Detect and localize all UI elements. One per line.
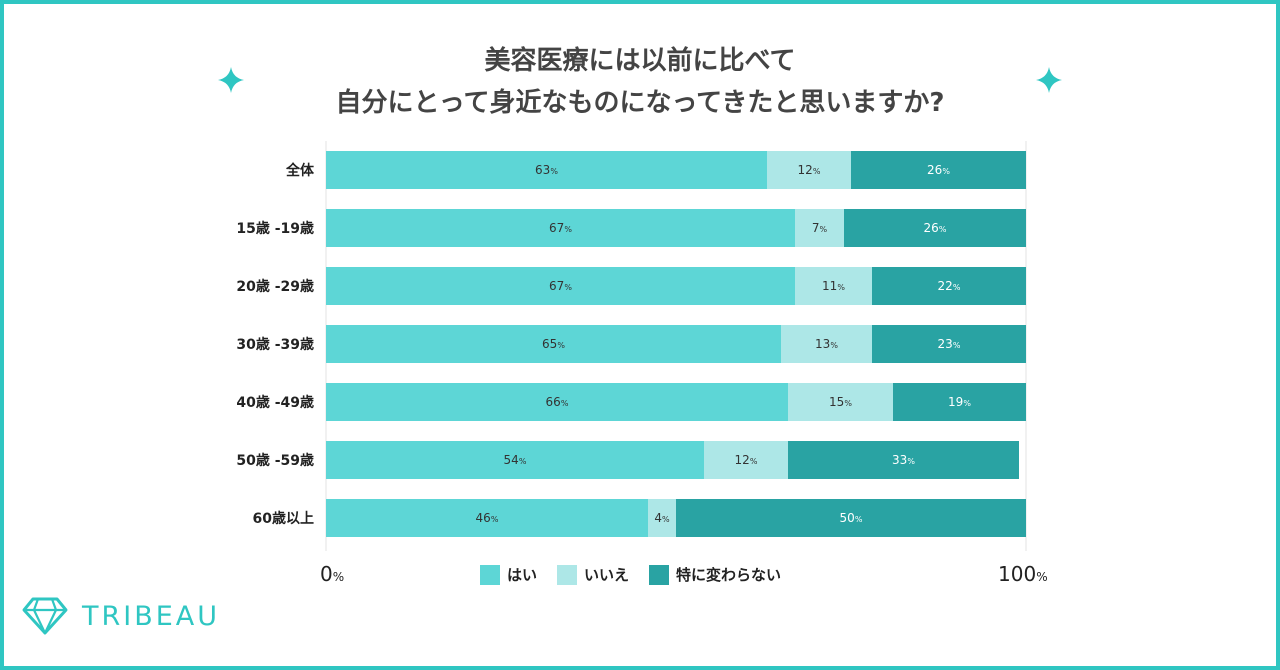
data-label: 67%	[549, 279, 572, 293]
chart-title: 美容医療には以前に比べて 自分にとって身近なものになってきたと思いますか?	[0, 40, 1280, 124]
data-label: 66%	[546, 395, 569, 409]
data-label: 54%	[504, 453, 527, 467]
data-label: 67%	[549, 221, 572, 235]
bar-segment	[326, 267, 795, 305]
brand-logo: TRIBEAU	[22, 596, 220, 636]
axis-tick-max: 100%	[998, 562, 1048, 586]
data-label: 4%	[654, 511, 670, 525]
bar-segment	[788, 383, 893, 421]
sparkle-left-icon	[218, 67, 244, 93]
data-label: 46%	[476, 511, 499, 525]
bar-segment	[704, 441, 788, 479]
category-label: 全体	[285, 162, 315, 179]
legend-item-neutral: 特に変わらない	[649, 564, 781, 585]
bar-segment	[676, 499, 1026, 537]
legend-swatch-no	[557, 564, 578, 585]
data-label: 23%	[938, 337, 961, 351]
data-label: 11%	[822, 279, 845, 293]
category-label: 40歳 -49歳	[236, 394, 314, 411]
bar-segment	[872, 325, 1026, 363]
bar-segment	[851, 151, 1026, 189]
axis-tick-min: 0%	[320, 562, 344, 586]
data-label: 65%	[542, 337, 565, 351]
category-label: 20歳 -29歳	[236, 278, 314, 295]
bar-segment	[326, 151, 767, 189]
bar-segment	[648, 499, 676, 537]
bar-segment	[788, 441, 1019, 479]
data-label: 15%	[829, 395, 852, 409]
bar-segment	[326, 325, 781, 363]
data-label: 26%	[924, 221, 947, 235]
bar-segment	[767, 151, 851, 189]
legend-swatch-yes	[480, 564, 500, 585]
data-label: 7%	[812, 221, 828, 235]
data-label: 26%	[927, 163, 950, 177]
legend-item-yes: はい	[480, 564, 537, 585]
bar-segment	[326, 209, 795, 247]
bar-segment	[326, 383, 788, 421]
legend-item-no: いいえ	[557, 564, 629, 585]
bar-segment	[872, 267, 1026, 305]
data-label: 22%	[938, 279, 961, 293]
bar-segment	[781, 325, 872, 363]
data-label: 13%	[815, 337, 838, 351]
data-label: 63%	[535, 163, 558, 177]
data-label: 12%	[798, 163, 821, 177]
legend-label-no: いいえ	[584, 566, 630, 584]
data-label: 12%	[735, 453, 758, 467]
chart-title-line-1: 美容医療には以前に比べて	[484, 46, 796, 76]
category-label: 30歳 -39歳	[236, 336, 314, 353]
legend: はい いいえ 特に変わらない	[480, 564, 801, 585]
legend-label-yes: はい	[507, 566, 538, 584]
bar-segment	[326, 441, 704, 479]
legend-swatch-neutral	[649, 564, 670, 585]
chart-title-line-2: 自分にとって身近なものになってきたと思いますか?	[335, 88, 945, 118]
diamond-icon	[22, 597, 68, 635]
data-label: 33%	[892, 453, 915, 467]
bar-segment	[795, 267, 872, 305]
bar-segment	[795, 209, 844, 247]
category-label: 60歳以上	[253, 510, 314, 527]
sparkle-right-icon	[1036, 67, 1062, 93]
category-label: 15歳 -19歳	[236, 220, 314, 237]
data-label: 50%	[840, 511, 863, 525]
category-label: 50歳 -59歳	[236, 452, 314, 469]
bar-segment	[893, 383, 1026, 421]
legend-label-neutral: 特に変わらない	[676, 566, 782, 584]
brand-name: TRIBEAU	[82, 600, 221, 632]
data-label: 19%	[948, 395, 971, 409]
bar-segment	[326, 499, 648, 537]
bar-segment	[844, 209, 1026, 247]
